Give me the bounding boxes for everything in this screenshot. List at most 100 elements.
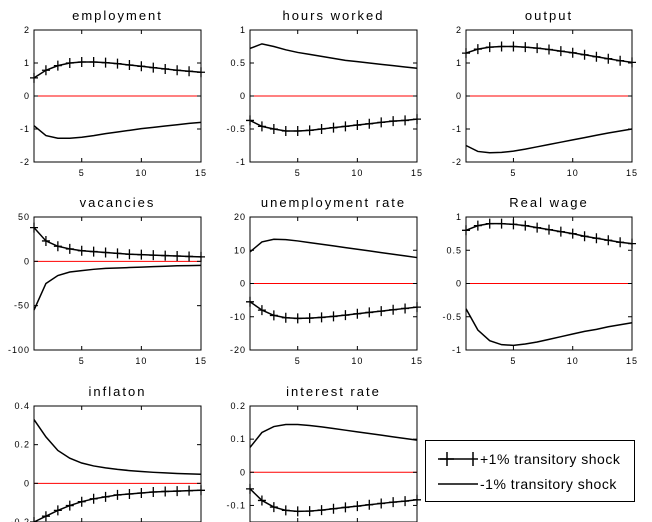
plus-marker bbox=[173, 65, 182, 76]
y-tick-label: 0.5 bbox=[446, 245, 462, 255]
y-tick-label: -0.5 bbox=[226, 124, 246, 134]
plus-marker bbox=[149, 250, 158, 261]
plus-marker bbox=[341, 121, 350, 132]
panel-title: unemployment rate bbox=[261, 195, 406, 210]
x-tick-label: 15 bbox=[195, 168, 207, 178]
plus-marker bbox=[353, 308, 362, 319]
plus-marker bbox=[113, 58, 122, 69]
y-tick-label: 1 bbox=[456, 58, 462, 68]
panel-vacancies: vacancies -100 -50 0 50 5 10 15 bbox=[8, 195, 206, 366]
plus-marker bbox=[545, 224, 553, 235]
plus-marker bbox=[485, 42, 494, 53]
y-tick-label: -1 bbox=[452, 345, 462, 355]
y-tick-label: 0.2 bbox=[230, 401, 246, 411]
plus-marker bbox=[197, 251, 205, 262]
plus-marker bbox=[317, 124, 326, 134]
plus-marker bbox=[580, 49, 589, 60]
y-tick-label: 0 bbox=[24, 91, 30, 101]
x-tick-label: 5 bbox=[79, 168, 85, 178]
plus-marker bbox=[293, 125, 302, 136]
plus-marker bbox=[413, 114, 421, 125]
plus-marker bbox=[521, 220, 530, 231]
panel-title: inflaton bbox=[89, 384, 147, 399]
y-tick-label: 2 bbox=[24, 25, 30, 35]
x-tick-label: 5 bbox=[295, 168, 301, 178]
plus-marker bbox=[246, 483, 254, 494]
plus-marker bbox=[389, 497, 398, 508]
y-tick-label: -1 bbox=[452, 124, 462, 134]
plus-marker bbox=[30, 72, 38, 83]
plus-marker bbox=[401, 496, 410, 507]
series-line-minus-shock bbox=[33, 121, 202, 139]
plus-marker bbox=[197, 67, 205, 78]
plus-marker bbox=[137, 61, 146, 72]
y-tick-label: 0 bbox=[24, 256, 30, 266]
plus-marker bbox=[89, 57, 98, 68]
y-tick-label: -1 bbox=[20, 124, 30, 134]
plus-marker bbox=[185, 251, 194, 262]
plus-marker bbox=[30, 517, 38, 522]
x-tick-label: 15 bbox=[626, 356, 638, 366]
panel-inflaton: inflaton -0.2 0 0.2 0.4 bbox=[10, 384, 205, 522]
x-tick-label: 5 bbox=[510, 356, 516, 366]
y-tick-label: -0.5 bbox=[442, 312, 462, 322]
plus-marker bbox=[556, 46, 565, 57]
x-tick-label: 15 bbox=[626, 168, 638, 178]
plus-marker bbox=[604, 235, 613, 246]
plus-marker bbox=[149, 62, 158, 73]
x-tick-label: 5 bbox=[295, 356, 301, 366]
axes-frame bbox=[249, 405, 418, 522]
plus-marker bbox=[365, 499, 374, 510]
y-tick-label: 0.4 bbox=[14, 401, 30, 411]
x-tick-label: 10 bbox=[135, 168, 147, 178]
panel-hours-worked: hours worked-1-0.500.515 10 15 bbox=[226, 8, 422, 178]
axes-frame bbox=[33, 216, 202, 351]
x-tick-label: 10 bbox=[351, 168, 363, 178]
y-tick-label: -50 bbox=[14, 301, 30, 311]
plus-marker bbox=[305, 313, 314, 324]
plus-marker bbox=[281, 505, 290, 516]
plus-marker bbox=[77, 245, 86, 256]
y-tick-label: -100 bbox=[8, 345, 30, 355]
panel-title: output bbox=[525, 8, 573, 23]
plus-marker bbox=[161, 250, 170, 261]
plus-marker bbox=[53, 60, 62, 71]
plus-marker bbox=[628, 238, 636, 249]
y-tick-label: 2 bbox=[456, 25, 462, 35]
plus-marker bbox=[149, 487, 158, 498]
plus-marker bbox=[53, 505, 62, 516]
series-line-minus-shock bbox=[249, 238, 418, 259]
plus-marker bbox=[509, 41, 518, 52]
y-tick-label: 1 bbox=[456, 212, 462, 222]
plus-marker bbox=[473, 44, 482, 55]
plus-marker bbox=[41, 235, 50, 246]
plus-marker bbox=[485, 218, 494, 229]
plus-marker bbox=[161, 63, 170, 74]
plus-marker bbox=[257, 305, 266, 316]
plus-marker bbox=[377, 117, 386, 128]
plus-marker bbox=[329, 311, 338, 322]
plus-marker bbox=[257, 121, 266, 132]
plus-marker bbox=[592, 233, 601, 244]
plus-marker bbox=[281, 125, 290, 136]
series-line-minus-shock bbox=[465, 308, 633, 347]
x-tick-label: 5 bbox=[510, 168, 516, 178]
plus-marker bbox=[413, 302, 421, 313]
plus-marker bbox=[65, 243, 74, 254]
plus-marker bbox=[568, 47, 577, 58]
x-tick-label: 10 bbox=[351, 356, 363, 366]
legend: +1% transitory shock -1% transitory shoc… bbox=[425, 440, 635, 502]
plus-marker bbox=[497, 218, 506, 229]
y-tick-label: 0 bbox=[240, 279, 246, 289]
x-tick-label: 10 bbox=[567, 168, 579, 178]
plus-marker bbox=[377, 306, 386, 317]
plus-marker bbox=[41, 65, 50, 76]
plus-marker bbox=[185, 485, 194, 496]
plus-marker bbox=[509, 219, 518, 230]
plus-marker bbox=[413, 494, 421, 505]
plus-marker bbox=[185, 66, 194, 77]
y-tick-label: -0.1 bbox=[226, 500, 246, 510]
plus-marker bbox=[173, 251, 182, 262]
y-tick-label: 0.5 bbox=[230, 58, 246, 68]
panel-title: vacancies bbox=[80, 195, 156, 210]
